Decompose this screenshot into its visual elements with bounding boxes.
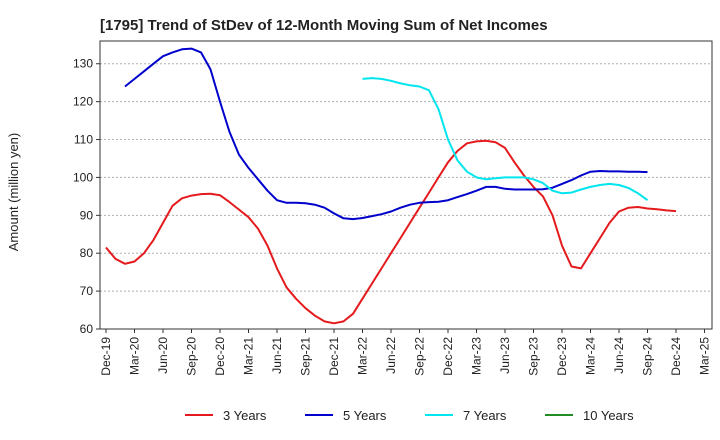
x-tick-label: Sep-21 (299, 337, 313, 376)
y-tick-label: 120 (73, 95, 93, 109)
x-tick-label: Sep-24 (641, 337, 655, 376)
x-tick-label: Jun-23 (498, 337, 512, 374)
x-tick-label: Mar-21 (242, 337, 256, 375)
x-tick-label: Jun-20 (156, 337, 170, 374)
x-axis: Dec-19 Mar-20 Jun-20 Sep-20 Dec-20 Mar-21 Jun-… (99, 329, 712, 376)
x-tick-label: Dec-21 (327, 337, 341, 376)
series-line-3 (362, 77, 649, 202)
series-lines (105, 47, 677, 325)
x-tick-label: Dec-20 (213, 337, 227, 376)
x-tick-label: Jun-21 (270, 337, 284, 374)
y-tick-label: 130 (73, 57, 93, 71)
legend-label: 5 Years (343, 408, 387, 423)
x-tick-label: Dec-23 (555, 337, 569, 376)
x-tick-label: Mar-23 (470, 337, 484, 375)
x-tick-label: Mar-25 (698, 337, 712, 375)
x-tick-label: Dec-19 (99, 337, 113, 376)
x-tick-label: Sep-22 (413, 337, 427, 376)
series-line-2 (124, 47, 648, 221)
x-tick-label: Mar-22 (356, 337, 370, 375)
x-tick-label: Jun-24 (612, 337, 626, 374)
x-tick-label: Jun-22 (384, 337, 398, 374)
chart-title: [1795] Trend of StDev of 12-Month Moving… (100, 17, 548, 34)
y-tick-label: 70 (80, 284, 94, 298)
legend: 3 Years 5 Years 7 Years 10 Years (185, 408, 634, 423)
x-tick-label: Mar-20 (128, 337, 142, 375)
x-tick-label: Sep-23 (527, 337, 541, 376)
gridlines (100, 63, 712, 330)
y-tick-label: 110 (74, 133, 93, 147)
legend-label: 10 Years (583, 408, 634, 423)
y-axis: 60 70 80 90 100 110 120 130 (73, 57, 100, 336)
x-tick-label: Sep-20 (185, 337, 199, 376)
legend-label: 3 Years (223, 408, 267, 423)
series-line-1 (105, 139, 677, 325)
legend-label: 7 Years (463, 408, 507, 423)
x-tick-label: Dec-22 (441, 337, 455, 376)
plot-area (99, 40, 713, 330)
y-tick-label: 80 (80, 246, 94, 260)
y-tick-label: 60 (80, 322, 94, 336)
x-tick-label: Dec-24 (669, 337, 683, 376)
x-tick-label: Mar-24 (584, 337, 598, 375)
y-tick-label: 90 (80, 208, 94, 222)
y-tick-label: 100 (73, 170, 93, 184)
y-axis-label: Amount (million yen) (6, 133, 21, 252)
